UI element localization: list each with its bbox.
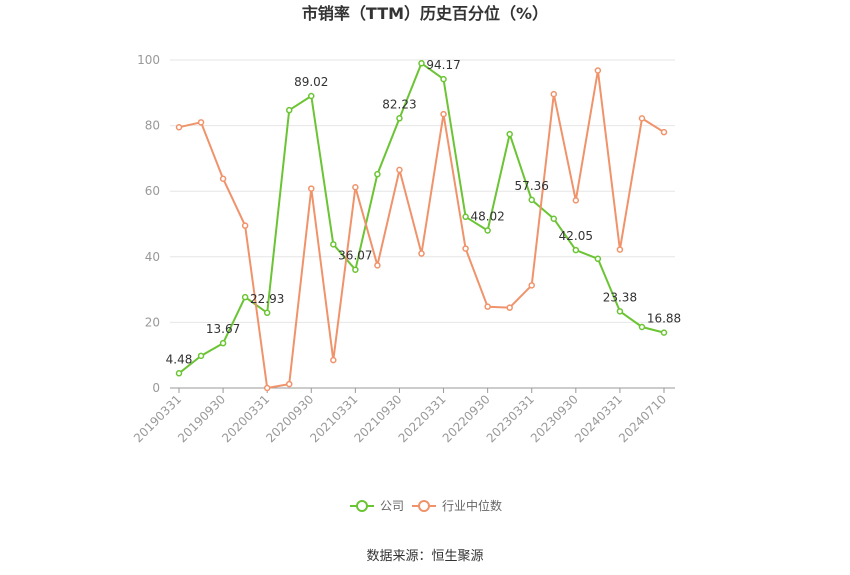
data-point[interactable] (550, 215, 558, 223)
data-point[interactable] (594, 255, 602, 263)
series-industry-median (175, 67, 668, 392)
grid (170, 59, 675, 323)
data-label: 23.38 (603, 290, 637, 304)
data-point[interactable] (197, 352, 205, 360)
chart-title: 市销率（TTM）历史百分位（%） (302, 4, 548, 23)
data-point[interactable] (484, 303, 491, 310)
data-point[interactable] (462, 213, 469, 221)
data-point[interactable] (175, 123, 183, 131)
source-text: 数据来源：恒生聚源 (366, 549, 483, 564)
data-point[interactable] (638, 115, 646, 122)
data-point[interactable] (550, 90, 558, 98)
data-point[interactable] (308, 92, 315, 100)
data-point[interactable] (285, 380, 293, 388)
data-point[interactable] (506, 130, 513, 138)
data-point[interactable] (396, 115, 403, 122)
data-labels: 4.48 13.67 22.93 89.02 36.07 82.23 94.17 48.02 5… (166, 58, 682, 366)
data-point[interactable] (418, 250, 425, 257)
legend-marker (418, 500, 430, 512)
y-tick-label: 100 (137, 53, 160, 67)
data-label: 94.17 (426, 58, 460, 72)
y-tick-label: 0 (152, 381, 160, 395)
data-label: 42.05 (559, 229, 593, 243)
data-point[interactable] (241, 293, 249, 301)
data-label: 22.93 (250, 292, 284, 306)
legend-label: 行业中位数 (442, 498, 502, 513)
data-point[interactable] (440, 75, 447, 83)
data-label: 4.48 (166, 352, 193, 366)
data-point[interactable] (638, 323, 646, 331)
legend-item[interactable]: 公司 (350, 499, 404, 513)
legend[interactable]: 公司 行业中位数 (350, 498, 502, 513)
y-tick-label: 80 (145, 119, 160, 133)
data-point[interactable] (352, 184, 359, 191)
data-point[interactable] (263, 384, 271, 392)
data-point[interactable] (572, 246, 580, 254)
data-point[interactable] (660, 329, 668, 336)
data-point[interactable] (241, 222, 249, 229)
x-axis: 2019033120190930202003312020093020210331… (131, 387, 675, 445)
data-point[interactable] (374, 262, 381, 269)
y-tick-label: 40 (145, 250, 160, 264)
data-point[interactable] (418, 60, 425, 67)
data-label: 57.36 (515, 179, 549, 193)
data-point[interactable] (197, 119, 205, 126)
data-label: 89.02 (294, 75, 328, 89)
data-label: 48.02 (470, 209, 504, 223)
data-label: 13.67 (206, 322, 240, 336)
y-tick-label: 20 (145, 315, 160, 329)
data-label: 82.23 (382, 97, 416, 111)
data-point[interactable] (440, 110, 447, 118)
data-point[interactable] (396, 166, 403, 174)
data-point[interactable] (616, 246, 624, 253)
data-point[interactable] (572, 197, 580, 204)
data-point[interactable] (484, 227, 491, 234)
series-company (175, 60, 668, 377)
data-point[interactable] (616, 308, 624, 315)
data-point[interactable] (219, 175, 227, 182)
data-point[interactable] (285, 106, 293, 114)
data-point[interactable] (263, 309, 271, 317)
data-point[interactable] (175, 370, 183, 377)
data-label: 16.88 (647, 312, 681, 326)
legend-item[interactable]: 行业中位数 (412, 498, 502, 513)
series-layer (175, 60, 668, 392)
legend-label: 公司 (380, 499, 404, 513)
data-point[interactable] (330, 356, 337, 364)
y-axis: 0 20 40 60 80 100 (137, 53, 160, 395)
data-point[interactable] (219, 339, 227, 347)
data-point[interactable] (528, 196, 535, 204)
x-tick-label: 20240710 (616, 392, 669, 445)
data-point[interactable] (462, 245, 469, 252)
data-point[interactable] (330, 241, 337, 248)
data-point[interactable] (374, 170, 381, 178)
data-point[interactable] (506, 304, 513, 311)
data-point[interactable] (594, 67, 602, 74)
y-tick-label: 60 (145, 184, 160, 198)
data-point[interactable] (352, 266, 359, 273)
data-label: 36.07 (338, 249, 372, 263)
data-point[interactable] (308, 185, 315, 192)
legend-marker (356, 500, 368, 512)
data-point[interactable] (660, 128, 668, 136)
data-point[interactable] (528, 282, 535, 289)
